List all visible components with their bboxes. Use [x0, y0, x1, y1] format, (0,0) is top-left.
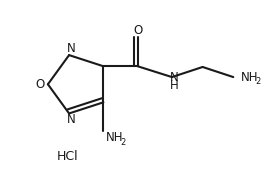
Text: HCl: HCl: [57, 150, 79, 163]
Text: NH: NH: [241, 71, 259, 84]
Text: H: H: [169, 79, 178, 92]
Text: N: N: [66, 42, 75, 55]
Text: NH: NH: [106, 131, 124, 144]
Text: O: O: [133, 24, 142, 37]
Text: N: N: [66, 113, 75, 126]
Text: 2: 2: [255, 77, 260, 86]
Text: N: N: [169, 71, 178, 84]
Text: O: O: [35, 78, 45, 91]
Text: 2: 2: [120, 138, 125, 147]
